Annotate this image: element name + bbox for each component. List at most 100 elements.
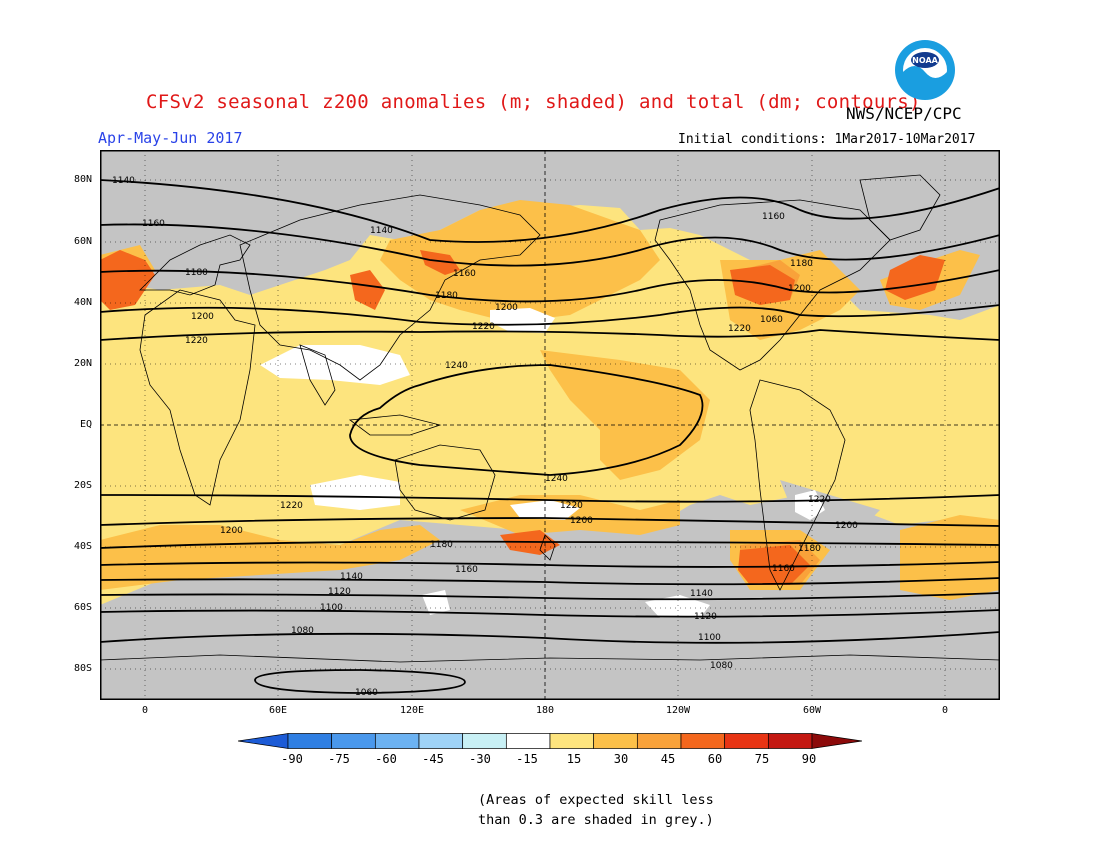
- contour-label: 1180: [435, 291, 458, 301]
- colorbar-cell: [593, 733, 638, 749]
- lon-label: 120E: [399, 705, 425, 716]
- colorbar: [238, 733, 862, 749]
- contour-1140-north: [100, 179, 1000, 243]
- contour-label: 1220: [472, 322, 495, 332]
- anomaly-60-75-south-atlantic: [738, 545, 810, 585]
- colorbar-label: 60: [707, 752, 723, 766]
- map-title: CFSv2 seasonal z200 anomalies (m; shaded…: [146, 91, 921, 113]
- contour-label: 1220: [280, 501, 303, 511]
- colorbar-cell: [331, 733, 376, 749]
- contour-label: 1200: [570, 516, 593, 526]
- lat-label: 80S: [73, 663, 92, 674]
- anomaly-60-75-north-america: [730, 265, 795, 305]
- contour-1240-loop: [349, 364, 704, 476]
- noaa-logo-text: NOAA: [912, 56, 938, 65]
- lon-label: 60W: [802, 705, 822, 716]
- contour-label: 1220: [185, 336, 208, 346]
- coast-south-america: [749, 379, 846, 591]
- contour-label: 1160: [455, 565, 478, 575]
- contour-label: 1220: [808, 495, 831, 505]
- gridlines: [100, 150, 1000, 700]
- colorbar-label: -60: [375, 752, 397, 766]
- contour-lines: [100, 179, 1000, 694]
- lat-label: 40N: [73, 297, 92, 308]
- noaa-logo-icon: NOAA: [895, 40, 955, 100]
- contour-label: 1080: [291, 626, 314, 636]
- contour-label: 1140: [370, 226, 393, 236]
- contour-label: 1200: [835, 521, 858, 531]
- contour-1080-south: [100, 631, 1000, 644]
- contour-1120-south: [100, 592, 1000, 601]
- colorbar-cell: [549, 733, 595, 749]
- contour-label: 1060: [355, 688, 378, 698]
- contour-label: 1240: [445, 361, 468, 371]
- lon-label: 0: [941, 705, 949, 716]
- anomaly-white-asia: [260, 345, 410, 385]
- initial-conditions-label: Initial conditions: 1Mar2017-10Mar2017: [678, 132, 976, 147]
- lat-label: 60N: [73, 236, 92, 247]
- colorbar-cell: [287, 733, 333, 749]
- contour-label: 1160: [772, 564, 795, 574]
- contour-label: 1100: [320, 603, 343, 613]
- colorbar-label: -30: [469, 752, 491, 766]
- contour-1220-north: [100, 329, 1000, 341]
- contour-1200-south: [100, 517, 1000, 527]
- contour-1180-south: [100, 540, 1000, 549]
- anomaly-60-75-europe: [100, 250, 155, 310]
- anomaly-white-pacific: [490, 308, 555, 333]
- colorbar-label: 75: [754, 752, 770, 766]
- contour-label: 1120: [328, 587, 351, 597]
- contour-label: 1200: [191, 312, 214, 322]
- grey-mask-arctic-band: [100, 150, 1000, 170]
- contour-1200-north: [100, 304, 1000, 326]
- anomaly-white-brazil: [795, 490, 825, 520]
- anomaly-white-south-ocean: [645, 595, 710, 618]
- colorbar-label: 90: [801, 752, 817, 766]
- footnote-line-2: than 0.3 are shaded in grey.): [478, 812, 714, 828]
- lat-label: 80N: [73, 174, 92, 185]
- lat-label: 20N: [73, 358, 92, 369]
- coast-asia: [239, 194, 541, 381]
- contour-label: 1180: [430, 540, 453, 550]
- contour-label-group: 1140 1160 1180 1200 1220 1240 1220 1200 …: [112, 176, 858, 698]
- anomaly-60-75-north-pacific: [420, 250, 460, 275]
- coast-europe: [139, 234, 251, 296]
- lat-label: 60S: [73, 602, 92, 613]
- lon-label: 180: [535, 705, 555, 716]
- contour-label: 1080: [710, 661, 733, 671]
- colorbar-arrow-low: [238, 733, 289, 749]
- contour-label: 1180: [790, 259, 813, 269]
- contour-1220-south: [100, 494, 1000, 503]
- colorbar-cell: [418, 733, 464, 749]
- colorbar-cell: [374, 733, 420, 749]
- agency-label: NWS/NCEP/CPC: [846, 104, 962, 123]
- contour-1140-south: [100, 577, 1000, 586]
- contour-label: 1140: [340, 572, 363, 582]
- colorbar-label: -75: [328, 752, 350, 766]
- anomaly-30-45-pacific: [540, 350, 710, 480]
- coast-antarctica: [100, 654, 1000, 663]
- contour-label: 1120: [694, 612, 717, 622]
- season-label: Apr-May-Jun 2017: [98, 129, 243, 147]
- coast-greenland: [859, 174, 941, 241]
- colorbar-cell: [680, 733, 726, 749]
- contour-1100-south: [100, 609, 1000, 618]
- contour-1060-loop: [254, 669, 466, 694]
- coast-india: [299, 344, 336, 406]
- colorbar-cell: [767, 733, 813, 749]
- lat-label: 40S: [73, 541, 92, 552]
- contour-label: 1200: [220, 526, 243, 536]
- colorbar-label: -90: [281, 752, 303, 766]
- coast-africa: [139, 289, 256, 506]
- lon-label: 0: [141, 705, 149, 716]
- contour-1160-south: [100, 561, 1000, 568]
- contour-label: 1160: [142, 219, 165, 229]
- anomaly-60-75-east-asia: [350, 270, 385, 310]
- colorbar-arrow-high: [811, 733, 862, 749]
- coast-indonesia: [348, 414, 442, 436]
- colorbar-cell: [724, 733, 769, 749]
- colorbar-cell: [462, 733, 507, 749]
- grey-mask-north: [100, 150, 1000, 320]
- map-frame: [100, 150, 1000, 700]
- contour-label: 1220: [728, 324, 751, 334]
